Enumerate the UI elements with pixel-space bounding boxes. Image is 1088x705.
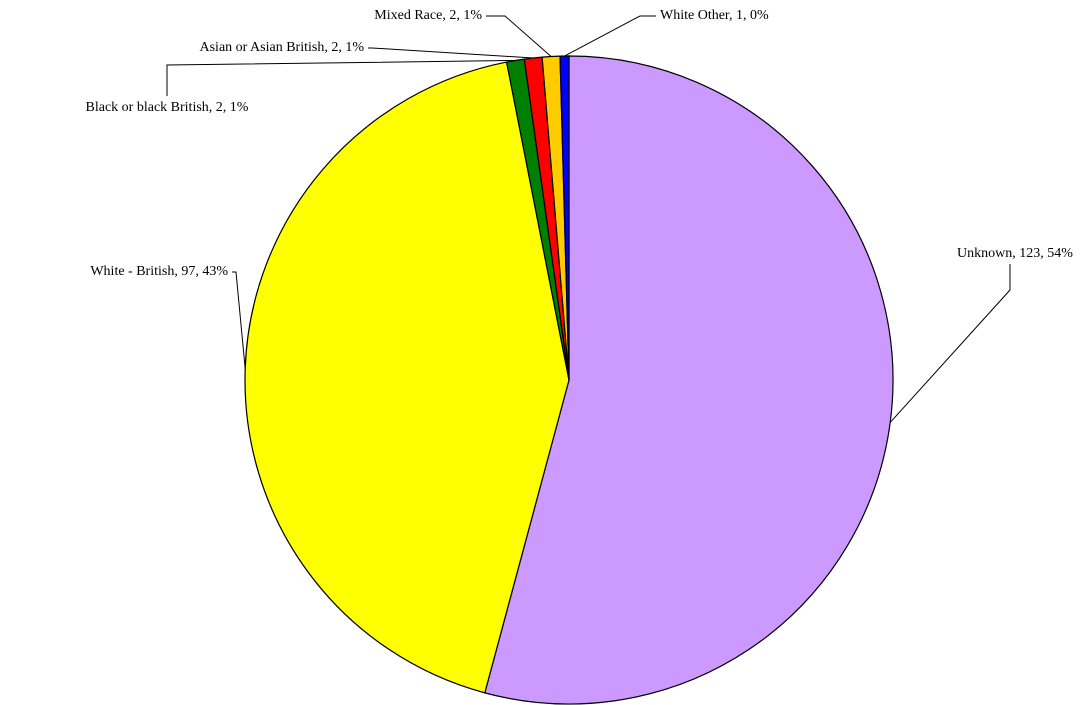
pie-slice <box>559 55 570 381</box>
data-label: White - British, 97, 43% <box>90 264 228 279</box>
leader-line <box>564 15 656 57</box>
data-label: Black or black British, 2, 1% <box>86 100 249 115</box>
leader-line <box>166 59 516 96</box>
data-label: Mixed Race, 2, 1% <box>374 8 482 23</box>
leader-line <box>486 15 552 57</box>
data-label: White Other, 1, 0% <box>660 8 769 23</box>
leader-line <box>889 264 1011 423</box>
leader-line <box>368 47 534 59</box>
leader-line <box>232 271 246 369</box>
data-label: Asian or Asian British, 2, 1% <box>200 40 365 55</box>
data-label: Unknown, 123, 54% <box>957 246 1073 261</box>
